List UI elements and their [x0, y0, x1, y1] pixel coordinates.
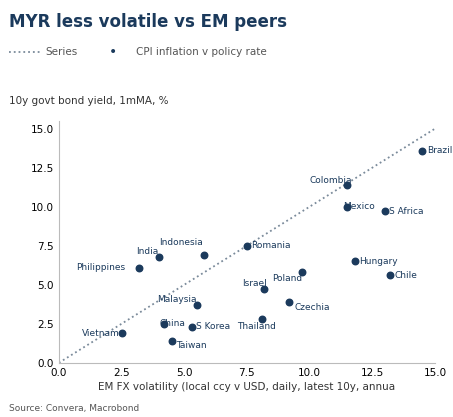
Point	[243, 242, 251, 249]
Point	[135, 264, 143, 271]
Point	[351, 258, 358, 265]
Point	[261, 286, 268, 293]
Text: •: •	[109, 45, 117, 59]
Text: Thailand: Thailand	[237, 322, 276, 332]
X-axis label: EM FX volatility (local ccy v USD, daily, latest 10y, annua: EM FX volatility (local ccy v USD, daily…	[98, 382, 395, 392]
Text: Czechia: Czechia	[294, 303, 329, 312]
Point	[386, 272, 393, 279]
Text: Vietnam: Vietnam	[82, 329, 119, 338]
Point	[155, 254, 163, 260]
Text: Malaysia: Malaysia	[157, 295, 196, 304]
Point	[188, 324, 195, 330]
Text: Mexico: Mexico	[342, 202, 374, 211]
Text: Source: Convera, Macrobond: Source: Convera, Macrobond	[9, 404, 140, 413]
Text: Colombia: Colombia	[309, 176, 352, 185]
Point	[160, 320, 168, 327]
Text: Brazil: Brazil	[427, 146, 452, 155]
Point	[299, 269, 306, 276]
Point	[343, 203, 351, 210]
Point	[201, 252, 208, 259]
Text: Philippines: Philippines	[77, 263, 125, 272]
Text: 10y govt bond yield, 1mMA, %: 10y govt bond yield, 1mMA, %	[9, 96, 169, 106]
Text: Poland: Poland	[272, 274, 302, 283]
Text: S Korea: S Korea	[196, 322, 231, 332]
Text: China: China	[159, 319, 186, 328]
Text: Hungary: Hungary	[359, 257, 398, 266]
Point	[193, 302, 200, 309]
Text: India: India	[137, 247, 159, 256]
Text: Indonesia: Indonesia	[159, 238, 203, 247]
Point	[343, 181, 351, 188]
Point	[286, 299, 293, 305]
Point	[258, 316, 265, 322]
Text: Israel: Israel	[242, 279, 267, 289]
Point	[168, 338, 175, 344]
Text: Romania: Romania	[251, 241, 291, 250]
Text: CPI inflation v policy rate: CPI inflation v policy rate	[136, 47, 267, 57]
Point	[419, 147, 426, 154]
Point	[118, 330, 125, 337]
Text: Taiwan: Taiwan	[176, 341, 207, 350]
Text: Chile: Chile	[394, 271, 417, 280]
Point	[381, 208, 388, 215]
Text: MYR less volatile vs EM peers: MYR less volatile vs EM peers	[9, 13, 287, 30]
Text: Series: Series	[45, 47, 77, 57]
Text: S Africa: S Africa	[389, 207, 424, 216]
